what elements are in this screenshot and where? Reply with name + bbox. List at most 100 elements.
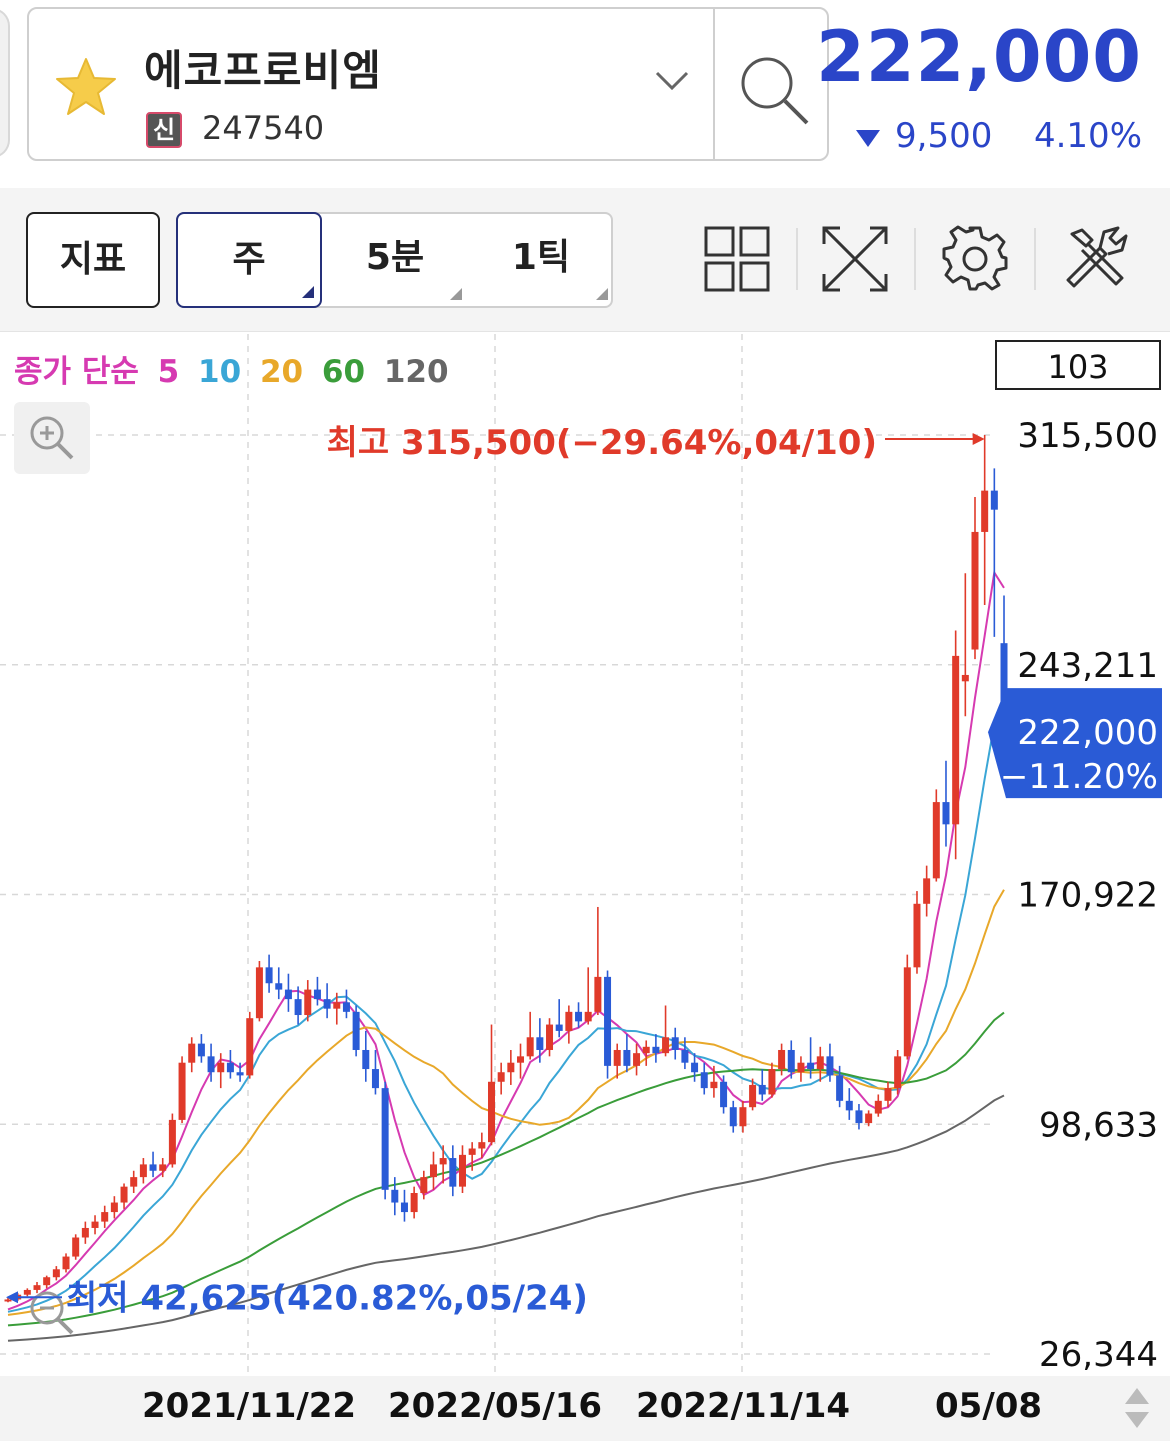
candle-body <box>787 1049 795 1073</box>
candle-body <box>362 1049 370 1070</box>
zoom-in-button[interactable] <box>14 402 90 474</box>
candle-count-badge[interactable] <box>995 340 1161 390</box>
candle-body <box>633 1053 641 1066</box>
zoom-out-button[interactable] <box>30 1291 74 1335</box>
candle-body <box>865 1113 873 1124</box>
candle-body <box>903 967 911 1057</box>
period-5min-button[interactable]: 5분 <box>322 212 468 308</box>
price-tag-price: 222,000 <box>1017 713 1158 753</box>
date-axis: 2021/11/22 2022/05/16 2022/11/14 05/08 <box>0 1376 1170 1441</box>
candle-body <box>449 1158 457 1187</box>
candle-body <box>797 1062 805 1073</box>
candle-body <box>497 1072 505 1082</box>
candle-body <box>884 1088 892 1101</box>
favorite-star-icon[interactable] <box>53 53 119 119</box>
candle-body <box>246 1018 254 1076</box>
ma-legend-120: 120 <box>384 354 449 390</box>
candle-body <box>275 983 283 990</box>
y-tick-label: 26,344 <box>1039 1335 1158 1375</box>
candle-body <box>33 1285 41 1290</box>
stock-name: 에코프로비엠 <box>144 46 382 95</box>
zoom-out-icon <box>30 1291 74 1335</box>
ma-legend-60: 60 <box>322 354 365 390</box>
x-tick-label-1: 2021/11/22 <box>142 1386 357 1426</box>
period-weekly-button[interactable]: 주 <box>176 212 322 308</box>
candle-body <box>429 1164 437 1178</box>
candle-body <box>652 1046 660 1054</box>
candle-body <box>671 1037 679 1050</box>
candle-body <box>507 1062 515 1073</box>
candle-body <box>662 1037 670 1054</box>
left-edge-handle[interactable] <box>0 8 10 158</box>
candle-body <box>130 1177 138 1187</box>
candle-body <box>149 1164 157 1171</box>
ma-legend[interactable]: 종가 단순 5 10 20 60 120 <box>14 354 449 390</box>
candle-body <box>594 976 602 1012</box>
candle-body <box>226 1062 234 1073</box>
current-price-tag: 222,000−11.20% <box>988 688 1162 799</box>
candle-body <box>749 1084 757 1108</box>
candle-body <box>758 1084 766 1095</box>
candle-body <box>575 1011 583 1022</box>
candle-body <box>81 1227 89 1238</box>
candle-body <box>894 1056 902 1089</box>
candle-body <box>942 802 950 825</box>
box-divider <box>713 9 715 159</box>
candle-body <box>488 1081 495 1143</box>
candle-body <box>410 1193 418 1213</box>
candle-body <box>178 1062 186 1120</box>
candle-body <box>139 1164 147 1178</box>
indicator-button[interactable]: 지표 <box>26 212 160 308</box>
candle-body <box>323 999 331 1009</box>
stock-selector[interactable]: 에코프로비엠 신 247540 <box>27 7 829 161</box>
tools-icon[interactable] <box>1062 224 1132 294</box>
candle-body <box>371 1069 379 1089</box>
candle-body <box>807 1062 815 1070</box>
candle-body <box>197 1043 205 1057</box>
candle-body <box>826 1056 834 1076</box>
fullscreen-icon[interactable] <box>820 224 890 294</box>
credit-badge: 신 <box>146 112 182 148</box>
stock-code: 247540 <box>202 109 325 147</box>
candle-body <box>691 1062 699 1073</box>
candle-body <box>265 967 273 984</box>
candle-body <box>91 1221 99 1228</box>
x-tick-label-3: 2022/11/14 <box>636 1386 851 1426</box>
candle-body <box>700 1072 708 1089</box>
chevron-down-icon[interactable] <box>654 69 690 93</box>
y-tick-label: 98,633 <box>1039 1105 1158 1145</box>
chart-toolbar: 지표 주 5분 1틱 <box>0 188 1170 332</box>
layout-grid-icon[interactable] <box>702 224 772 294</box>
search-icon[interactable] <box>735 51 815 131</box>
y-tick-label: 243,211 <box>1017 646 1158 686</box>
candle-body <box>642 1046 650 1054</box>
current-price: 222,000 <box>816 16 1142 98</box>
candle-body <box>333 1002 341 1009</box>
candle-body <box>565 1011 573 1031</box>
candle-body <box>710 1081 718 1089</box>
period-1tick-button[interactable]: 1틱 <box>468 212 614 308</box>
candle-body <box>159 1164 167 1171</box>
candle-body <box>681 1049 689 1063</box>
ma-line-120 <box>7 1094 1005 1342</box>
y-tick-label: 170,922 <box>1017 876 1158 916</box>
candlestick-chart[interactable]: 종가 단순 5 10 20 60 120 103 315,500 243,211 1… <box>0 334 1170 1375</box>
candle-body <box>1000 643 1008 733</box>
candle-body <box>120 1186 128 1203</box>
candle-body <box>420 1177 428 1194</box>
candle-body <box>342 1002 350 1012</box>
candle-body <box>304 989 312 1016</box>
candle-body <box>526 1037 534 1057</box>
candle-body <box>546 1024 554 1050</box>
candles <box>4 435 1008 1303</box>
settings-gear-icon[interactable] <box>940 224 1010 294</box>
chart-annotations: 최고 315,500(−29.64%,04/10) 최저 42,625(420.8… <box>6 423 985 1318</box>
candle-body <box>217 1062 225 1073</box>
candle-body <box>923 878 931 904</box>
candle-body <box>981 490 989 532</box>
candle-body <box>836 1075 844 1101</box>
y-axis-labels: 315,500 243,211 170,922 98,633 26,344 <box>1017 416 1158 1375</box>
ma-line-10 <box>7 700 1005 1313</box>
scroll-updown-icon[interactable] <box>1122 1384 1152 1432</box>
price-tag-change: −11.20% <box>1000 757 1158 797</box>
